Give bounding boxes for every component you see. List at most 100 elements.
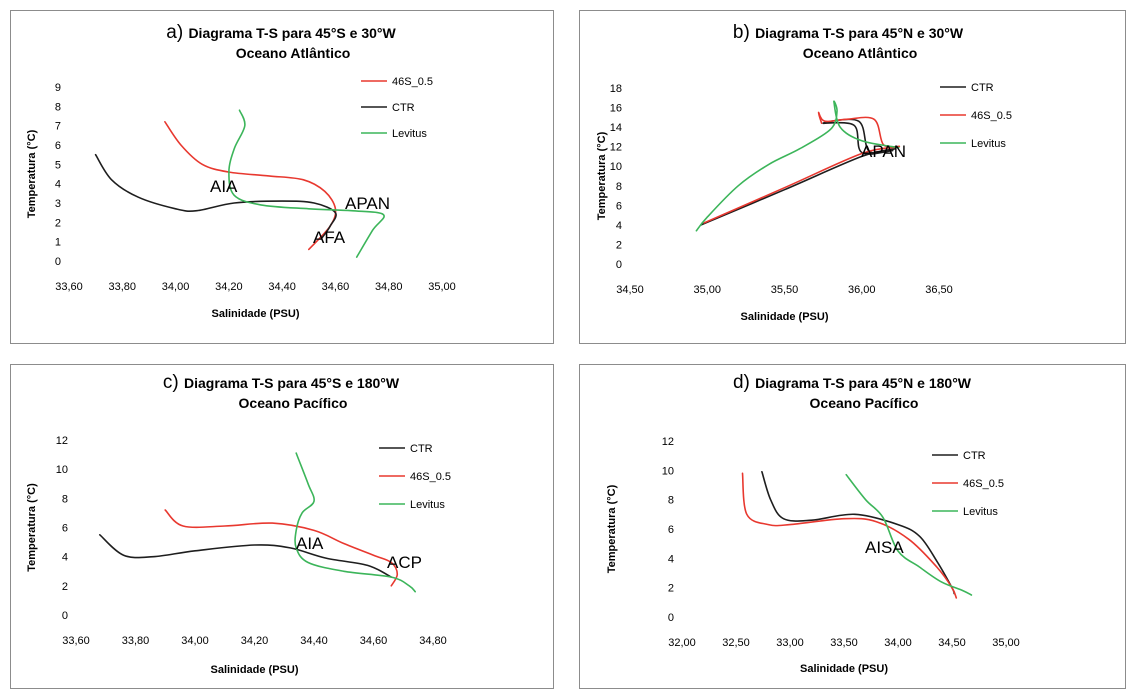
panel-d: d) Diagrama T-S para 45°N e 180°W Oceano … — [579, 364, 1126, 689]
y-tick-label: 4 — [668, 553, 674, 565]
water-mass-label: ACP — [387, 553, 422, 572]
y-tick-label: 6 — [616, 200, 622, 212]
chart-title: a) Diagrama T-S para 45°S e 30°W — [166, 22, 396, 43]
y-tick-label: 6 — [55, 140, 61, 152]
y-tick-label: 2 — [616, 239, 622, 251]
x-tick-label: 34,40 — [300, 635, 328, 647]
y-tick-label: 0 — [668, 612, 674, 624]
x-tick-label: 34,40 — [268, 281, 296, 293]
y-tick-label: 1 — [55, 237, 61, 249]
y-tick-label: 16 — [610, 103, 622, 115]
y-tick-label: 4 — [55, 179, 61, 191]
x-axis-label: Salinidade (PSU) — [210, 664, 298, 676]
chart-title-line-2: Oceano Pacífico — [239, 395, 348, 411]
series-line-ctr — [94, 153, 337, 239]
x-axis-label: Salinidade (PSU) — [211, 308, 299, 320]
y-tick-label: 12 — [56, 435, 68, 447]
y-tick-label: 7 — [55, 121, 61, 133]
x-axis-label: Salinidade (PSU) — [800, 663, 888, 675]
series-line-46s-0-5 — [741, 472, 958, 599]
series-line-46s-0-5 — [164, 509, 399, 587]
panel-letter: c) — [163, 372, 184, 393]
y-tick-label: 0 — [616, 259, 622, 271]
water-mass-label: AIA — [210, 177, 238, 196]
y-tick-label: 2 — [62, 581, 68, 593]
y-tick-label: 12 — [610, 142, 622, 154]
x-tick-label: 34,20 — [241, 635, 269, 647]
x-axis-label: Salinidade (PSU) — [740, 311, 828, 323]
x-tick-label: 32,50 — [722, 637, 750, 649]
x-tick-label: 34,60 — [322, 281, 350, 293]
series-line-levitus — [695, 100, 900, 232]
y-tick-label: 8 — [668, 495, 674, 507]
y-axis-label: Temperatura (°C) — [26, 483, 38, 572]
panel-letter: d) — [733, 372, 755, 393]
x-tick-label: 36,50 — [925, 284, 953, 296]
y-tick-label: 6 — [668, 524, 674, 536]
x-tick-label: 34,80 — [419, 635, 447, 647]
legend-entry: 46S_0.5 — [963, 478, 1004, 490]
series-line-46s-0-5 — [164, 121, 337, 251]
x-tick-label: 34,00 — [884, 637, 912, 649]
panel-letter: a) — [166, 22, 188, 43]
y-tick-label: 9 — [55, 82, 61, 94]
series-line-levitus — [294, 452, 416, 593]
water-mass-label: AIA — [296, 534, 324, 553]
y-tick-label: 0 — [55, 256, 61, 268]
series-line-ctr — [761, 471, 955, 595]
x-tick-label: 34,50 — [616, 284, 644, 296]
x-tick-label: 35,00 — [693, 284, 721, 296]
y-tick-label: 10 — [56, 464, 68, 476]
chart-d: d) Diagrama T-S para 45°N e 180°W Oceano … — [606, 372, 1020, 675]
y-tick-label: 6 — [62, 523, 68, 535]
water-mass-label: APAN — [345, 194, 390, 213]
legend-entry: Levitus — [410, 499, 445, 511]
chart-title-line-2: Oceano Atlântico — [236, 45, 351, 61]
x-tick-label: 33,60 — [55, 281, 83, 293]
chart-title-line-1: Diagrama T-S para 45°N e 30°W — [755, 25, 964, 41]
y-tick-label: 4 — [616, 220, 622, 232]
chart-b: b) Diagrama T-S para 45°N e 30°W Oceano A… — [596, 22, 1012, 323]
y-tick-label: 8 — [616, 181, 622, 193]
y-tick-label: 0 — [62, 610, 68, 622]
x-tick-label: 33,80 — [122, 635, 150, 647]
y-tick-label: 8 — [62, 493, 68, 505]
legend-entry: Levitus — [971, 138, 1006, 150]
y-tick-label: 2 — [668, 583, 674, 595]
x-tick-label: 34,60 — [360, 635, 388, 647]
chart-title: b) Diagrama T-S para 45°N e 30°W — [733, 22, 964, 43]
x-tick-label: 35,00 — [428, 281, 456, 293]
y-tick-label: 12 — [662, 436, 674, 448]
chart-title-line-1: Diagrama T-S para 45°N e 180°W — [755, 375, 972, 391]
y-tick-label: 8 — [55, 101, 61, 113]
x-tick-label: 35,50 — [771, 284, 799, 296]
water-mass-label: APAN — [861, 142, 906, 161]
chart-title: d) Diagrama T-S para 45°N e 180°W — [733, 372, 972, 393]
legend-entry: 46S_0.5 — [410, 471, 451, 483]
panel-c: c) Diagrama T-S para 45°S e 180°W Oceano … — [10, 364, 554, 689]
y-tick-label: 14 — [610, 122, 622, 134]
y-tick-label: 10 — [662, 465, 674, 477]
legend-entry: 46S_0.5 — [392, 76, 433, 88]
chart-title-line-1: Diagrama T-S para 45°S e 30°W — [188, 25, 396, 41]
legend-entry: CTR — [410, 443, 433, 455]
chart-title-line-2: Oceano Pacífico — [810, 395, 919, 411]
series-line-46s-0-5 — [703, 111, 901, 224]
x-tick-label: 33,00 — [776, 637, 804, 649]
panel-letter: b) — [733, 22, 755, 43]
chart-c: c) Diagrama T-S para 45°S e 180°W Oceano … — [26, 372, 451, 676]
chart-title-line-2: Oceano Atlântico — [803, 45, 918, 61]
series-line-ctr — [700, 118, 897, 226]
water-mass-label: AISA — [865, 538, 904, 557]
legend-entry: CTR — [963, 450, 986, 462]
legend-entry: CTR — [392, 102, 415, 114]
x-tick-label: 32,00 — [668, 637, 696, 649]
legend-entry: Levitus — [963, 506, 998, 518]
x-tick-label: 34,80 — [375, 281, 403, 293]
y-tick-label: 10 — [610, 161, 622, 173]
y-tick-label: 5 — [55, 159, 61, 171]
x-tick-label: 34,20 — [215, 281, 243, 293]
x-tick-label: 34,00 — [181, 635, 209, 647]
panel-a: a) Diagrama T-S para 45°S e 30°W Oceano A… — [10, 10, 554, 344]
chart-a: a) Diagrama T-S para 45°S e 30°W Oceano A… — [26, 22, 456, 320]
